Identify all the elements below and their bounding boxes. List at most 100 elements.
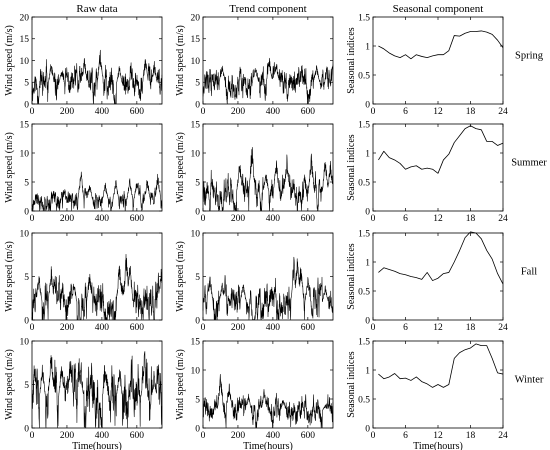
x-tick-label: 0 (371, 214, 376, 224)
panel-fall-raw: 0 200 400 600 0 5 10 Wind speed (m/s) (4, 229, 163, 333)
y-axis-label: Wind speed (m/s) (175, 349, 186, 420)
x-tick-label: 0 (371, 431, 376, 441)
panel-winter-trend: 0 200 400 600 0 5 10 15 Wind speed (m/s) Time(hou… (175, 337, 334, 450)
y-tick-label: 5 (195, 178, 200, 188)
x-tick-label: 18 (466, 107, 476, 117)
x-tick-label: 200 (60, 323, 75, 333)
column-title: Raw data (76, 3, 117, 15)
y-axis-label: Seasonal indices (346, 243, 357, 309)
y-tick-label: 0.5 (358, 395, 370, 405)
y-tick-label: 0 (24, 207, 29, 217)
panel-winter-raw: 0 200 400 600 0 5 10 Wind speed (m/s) Time(hours… (4, 337, 163, 450)
y-axis-label: Wind speed (m/s) (4, 25, 15, 96)
x-tick-label: 24 (498, 431, 508, 441)
y-tick-label: 5 (24, 381, 29, 391)
y-tick-label: 5 (24, 273, 29, 283)
x-tick-label: 0 (30, 107, 35, 117)
x-tick-label: 200 (231, 323, 246, 333)
x-tick-label: 0 (371, 107, 376, 117)
axes-frame (202, 123, 334, 212)
x-axis-label: Time(hours) (243, 441, 293, 450)
y-tick-label: 5 (24, 79, 29, 89)
axes-frame (372, 123, 504, 212)
x-tick-label: 600 (301, 107, 316, 117)
y-tick-label: 1 (365, 366, 370, 376)
column-title: Trend component (229, 3, 307, 15)
y-axis-label: Seasonal indices (346, 351, 357, 417)
axes-frame (202, 340, 334, 429)
x-axis-label: Time(hours) (72, 441, 122, 450)
series-line (378, 343, 504, 388)
y-tick-label: 1.5 (358, 120, 370, 130)
x-tick-label: 18 (466, 214, 476, 224)
series-line (31, 351, 163, 428)
panel-spring-trend: 0 200 400 600 0 5 10 15 20 Wind speed (m/s) (175, 13, 334, 117)
x-tick-label: 6 (403, 323, 408, 333)
x-tick-label: 200 (60, 431, 75, 441)
x-tick-label: 12 (433, 323, 443, 333)
series-line (202, 256, 334, 320)
x-tick-label: 400 (95, 431, 110, 441)
y-axis-label: Wind speed (m/s) (4, 241, 15, 312)
x-tick-label: 24 (498, 214, 508, 224)
x-tick-label: 400 (266, 214, 281, 224)
x-tick-label: 12 (433, 214, 443, 224)
y-tick-label: 15 (191, 337, 201, 347)
x-tick-label: 24 (498, 323, 508, 333)
x-tick-label: 400 (95, 323, 110, 333)
series-line (202, 147, 334, 212)
axes-frame (372, 16, 504, 105)
y-tick-label: 0 (24, 424, 29, 434)
y-tick-label: 1.5 (358, 13, 370, 23)
y-tick-label: 10 (191, 149, 201, 159)
row-label: Winter (515, 375, 544, 386)
y-tick-label: 10 (20, 337, 30, 347)
y-axis-label: Seasonal indices (346, 27, 357, 93)
y-tick-label: 0 (195, 207, 200, 217)
y-tick-label: 5 (24, 178, 29, 188)
y-tick-label: 1 (365, 42, 370, 52)
column-title: Seasonal component (393, 3, 484, 15)
series-line (202, 374, 334, 429)
y-tick-label: 0 (24, 316, 29, 326)
y-tick-label: 0 (365, 316, 370, 326)
x-tick-label: 600 (301, 214, 316, 224)
y-tick-label: 0 (195, 100, 200, 110)
x-tick-label: 6 (403, 107, 408, 117)
x-tick-label: 6 (403, 431, 408, 441)
x-tick-label: 400 (95, 214, 110, 224)
x-tick-label: 0 (201, 214, 206, 224)
x-tick-label: 24 (498, 107, 508, 117)
x-tick-label: 0 (371, 323, 376, 333)
x-tick-label: 200 (231, 431, 246, 441)
x-tick-label: 400 (95, 107, 110, 117)
y-tick-label: 0 (365, 100, 370, 110)
y-tick-label: 0 (195, 316, 200, 326)
y-tick-label: 0.5 (358, 71, 370, 81)
x-tick-label: 18 (466, 323, 476, 333)
y-tick-label: 15 (20, 120, 30, 130)
x-tick-label: 0 (201, 323, 206, 333)
y-tick-label: 15 (20, 35, 30, 45)
y-axis-label: Seasonal indices (346, 134, 357, 200)
series-line (378, 30, 504, 60)
y-tick-label: 10 (191, 57, 201, 67)
row-label: Spring (515, 51, 544, 62)
x-tick-label: 12 (433, 107, 443, 117)
x-tick-label: 600 (130, 214, 145, 224)
axes-frame (31, 123, 163, 212)
x-tick-label: 400 (266, 323, 281, 333)
row-label: Fall (521, 267, 537, 278)
y-tick-label: 1.5 (358, 337, 370, 347)
y-tick-label: 5 (195, 79, 200, 89)
row-label: Summer (511, 158, 547, 169)
y-tick-label: 0 (195, 424, 200, 434)
x-tick-label: 200 (60, 214, 75, 224)
y-axis-label: Wind speed (m/s) (175, 241, 186, 312)
x-tick-label: 0 (30, 214, 35, 224)
x-axis-label: Time(hours) (413, 441, 463, 450)
y-tick-label: 15 (191, 35, 201, 45)
